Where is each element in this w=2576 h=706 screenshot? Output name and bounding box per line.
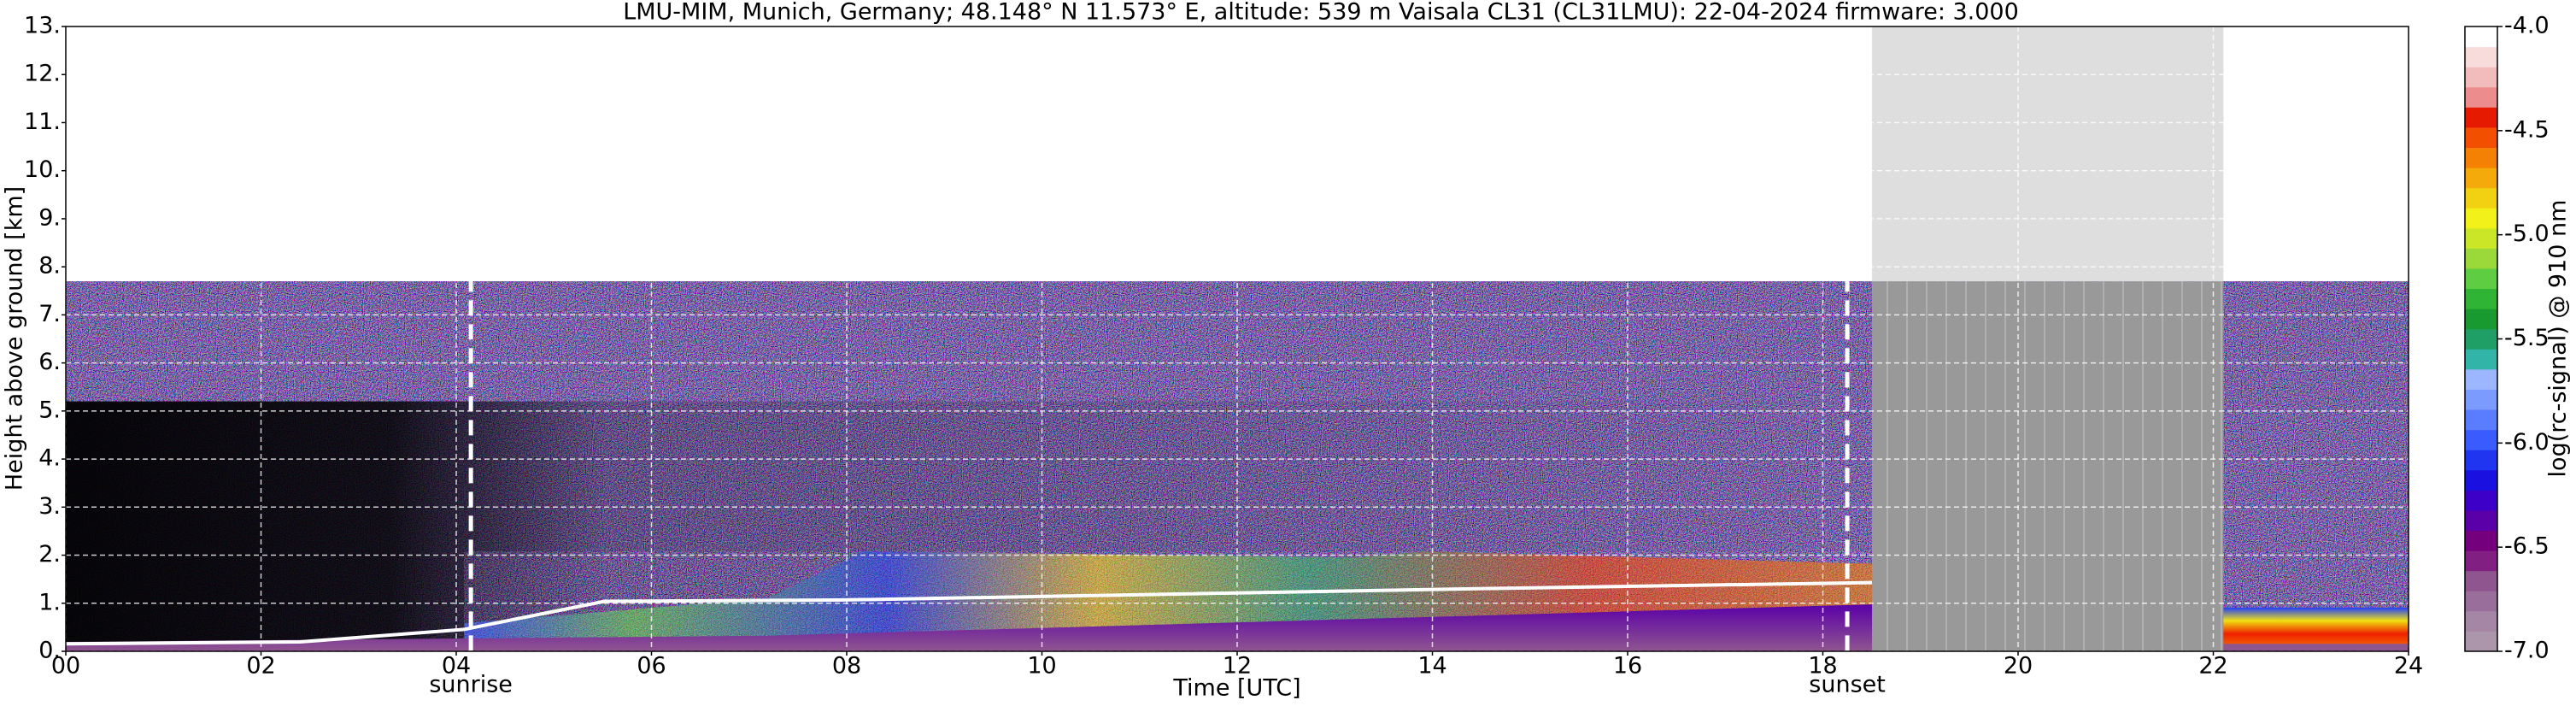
y-tick-label: 13.: [24, 13, 61, 39]
x-tick-label: 08: [832, 653, 861, 680]
x-tick-label: 04: [442, 653, 471, 680]
chart-title: LMU-MIM, Munich, Germany; 48.148° N 11.5…: [623, 0, 2019, 26]
y-tick-label: 8.: [38, 253, 61, 279]
y-tick-label: 11.: [24, 109, 61, 135]
colorbar-band: [2465, 530, 2497, 551]
colorbar-band: [2465, 409, 2497, 431]
missing-data-upper: [1872, 26, 2224, 282]
x-axis-label: Time [UTC]: [1172, 675, 1300, 702]
x-tick-label: 10: [1027, 653, 1056, 680]
x-tick-label: 22: [2198, 653, 2227, 680]
y-tick-label: 9.: [38, 204, 61, 231]
colorbar-band: [2465, 550, 2497, 572]
x-tick-label: 24: [2394, 653, 2423, 680]
colorbar-tick-label: -4.0: [2504, 13, 2550, 39]
colorbar-band: [2465, 469, 2497, 491]
x-tick-label: 14: [1417, 653, 1446, 680]
x-tick-label: 02: [246, 653, 275, 680]
colorbar-label: log(rc-signal) @ 910 nm: [2545, 200, 2572, 478]
colorbar-band: [2465, 389, 2497, 410]
missing-data-lower: [1872, 281, 2224, 651]
colorbar-band: [2465, 288, 2497, 309]
colorbar-tick-label: -6.5: [2504, 533, 2550, 560]
colorbar-band: [2465, 610, 2497, 632]
y-tick-label: 1.: [38, 589, 61, 615]
x-tick-label: 20: [2004, 653, 2033, 680]
colorbar-band: [2465, 309, 2497, 330]
y-tick-label: 2.: [38, 541, 61, 568]
colorbar-band: [2465, 509, 2497, 532]
colorbar-band: [2465, 227, 2497, 249]
colorbar-band: [2465, 26, 2497, 48]
y-tick-label: 6.: [38, 349, 61, 375]
colorbar-band: [2465, 107, 2497, 128]
x-tick-label: 00: [51, 653, 80, 680]
late-surface: [2223, 644, 2409, 651]
colorbar-band: [2465, 268, 2497, 290]
colorbar-band: [2465, 368, 2497, 390]
surface-layer: [66, 604, 1873, 651]
colorbar-band: [2465, 168, 2497, 189]
colorbar-band: [2465, 208, 2497, 229]
y-tick-label: 7.: [38, 301, 61, 327]
colorbar-tick-label: -7.0: [2504, 638, 2550, 664]
colorbar-band: [2465, 67, 2497, 88]
colorbar-band: [2465, 450, 2497, 471]
colorbar-band: [2465, 591, 2497, 612]
colorbar-tick-label: -6.0: [2504, 429, 2550, 456]
colorbar-band: [2465, 429, 2497, 450]
y-tick-label: 12.: [24, 61, 61, 87]
x-tick-label: 18: [1808, 653, 1837, 680]
colorbar-band: [2465, 46, 2497, 68]
y-tick-label: 10.: [24, 156, 61, 183]
colorbar-band: [2465, 349, 2497, 370]
x-tick-label: 16: [1613, 653, 1642, 680]
colorbar-band: [2465, 126, 2497, 148]
colorbar-band: [2465, 328, 2497, 350]
colorbar-band: [2465, 248, 2497, 269]
y-tick-label: 0.: [38, 638, 61, 664]
colorbar-tick-label: -5.5: [2504, 325, 2550, 351]
colorbar-band: [2465, 490, 2497, 511]
x-tick-label: 12: [1223, 653, 1252, 680]
y-tick-label: 4.: [38, 445, 61, 472]
y-axis-label: Height above ground [km]: [2, 186, 28, 491]
y-tick-label: 5.: [38, 397, 61, 423]
colorbar-band: [2465, 147, 2497, 168]
colorbar-band: [2465, 86, 2497, 108]
boundary-line: [65, 580, 1873, 646]
colorbar-band: [2465, 631, 2497, 652]
colorbar-tick-label: -4.5: [2504, 116, 2550, 143]
x-tick-label: 06: [637, 653, 666, 680]
annotation-label: sunrise: [429, 672, 513, 698]
colorbar-band: [2465, 187, 2497, 209]
plot-frame: [65, 26, 2409, 652]
annotation-label: sunset: [1809, 672, 1886, 698]
y-tick-label: 3.: [38, 493, 61, 520]
colorbar-band: [2465, 570, 2497, 591]
colorbar-tick-label: -5.0: [2504, 221, 2550, 247]
